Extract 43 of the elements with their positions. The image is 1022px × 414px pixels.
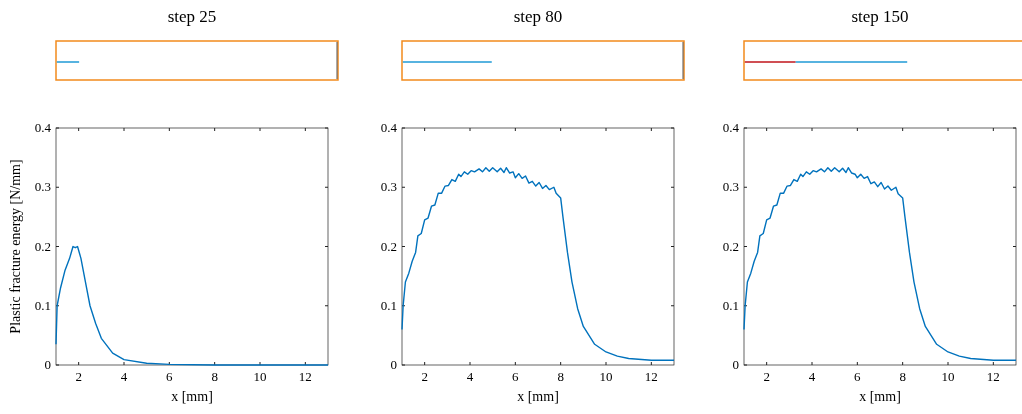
x-tick-label: 4	[120, 369, 128, 384]
x-tick-label: 8	[899, 369, 906, 384]
line-series	[55, 245, 329, 366]
y-tick-label: 0.4	[34, 120, 52, 135]
y-tick-label: 0	[390, 357, 397, 372]
x-axis-title: x [mm]	[859, 389, 901, 404]
x-tick-label: 4	[466, 369, 474, 384]
y-axis-title: Plastic fracture energy [N/mm]	[8, 159, 23, 334]
x-tick-label: 10	[941, 369, 955, 384]
x-tick-label: 4	[808, 369, 816, 384]
x-tick-label: 12	[644, 369, 658, 384]
y-tick-label: 0.3	[380, 179, 397, 195]
x-tick-label: 2	[421, 369, 428, 384]
y-tick-label: 0.1	[34, 297, 51, 313]
chart-title: step 25	[167, 7, 217, 26]
x-tick-label: 12	[986, 369, 1000, 384]
x-tick-label: 8	[557, 369, 564, 384]
y-tick-label: 0.4	[722, 120, 740, 135]
chart-title: step 150	[851, 7, 909, 26]
y-tick-label: 0	[44, 357, 51, 372]
y-tick-label: 0.2	[380, 238, 397, 254]
x-tick-label: 8	[211, 369, 218, 384]
x-tick-label: 6	[512, 369, 520, 384]
x-tick-label: 10	[599, 369, 613, 384]
y-tick-label: 0.2	[34, 238, 51, 254]
y-tick-label: 0.4	[380, 120, 398, 135]
x-tick-label: 6	[166, 369, 174, 384]
line-series	[743, 167, 1017, 361]
y-tick-label: 0.1	[380, 297, 397, 313]
chart-title: step 80	[513, 7, 563, 26]
y-tick-label: 0.2	[722, 238, 739, 254]
y-tick-label: 0	[732, 357, 739, 372]
line-series	[401, 167, 675, 361]
x-axis-title: x [mm]	[517, 389, 559, 404]
x-tick-label: 10	[253, 369, 267, 384]
y-tick-label: 0.3	[722, 179, 739, 195]
x-tick-label: 6	[854, 369, 862, 384]
x-tick-label: 2	[763, 369, 770, 384]
x-tick-label: 12	[298, 369, 312, 384]
x-axis-title: x [mm]	[171, 389, 213, 404]
y-tick-label: 0.1	[722, 297, 739, 313]
x-tick-label: 2	[75, 369, 82, 384]
y-tick-label: 0.3	[34, 179, 51, 195]
